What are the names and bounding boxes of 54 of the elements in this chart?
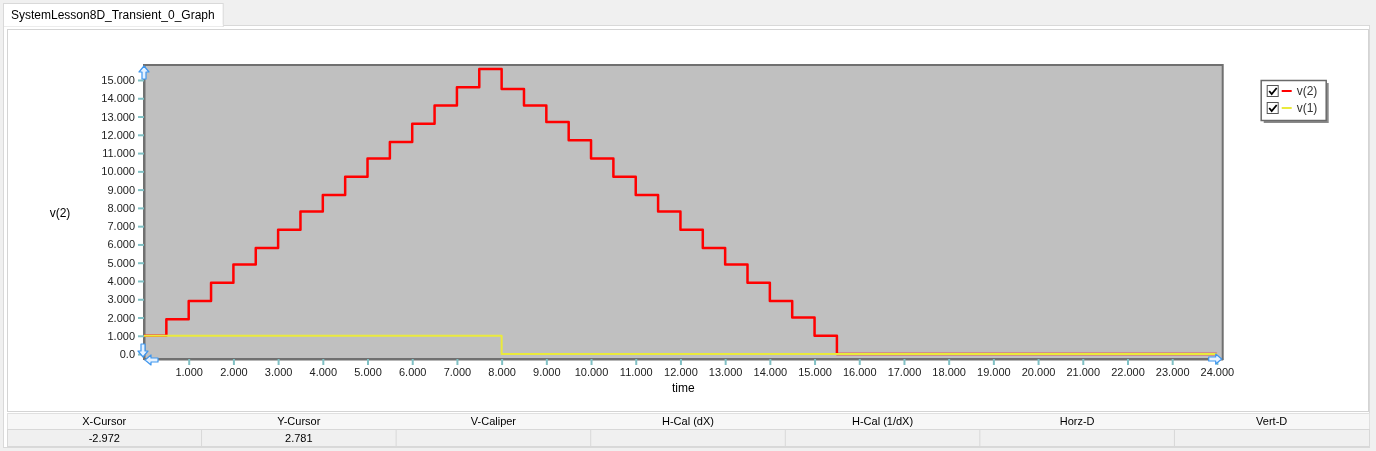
x-tick-label: 12.000	[664, 365, 698, 378]
x-tick-label: 2.000	[220, 365, 248, 378]
x-tick-label: 8.000	[488, 365, 516, 378]
y-tick-label: 5.000	[107, 256, 135, 269]
text: Horz-D	[1059, 415, 1095, 427]
y-tick-label: 6.000	[107, 238, 135, 251]
x-tick-label: 18.000	[932, 365, 966, 378]
x-tick-label: 3.000	[264, 365, 293, 378]
y-tick-label: 2.000	[107, 311, 135, 324]
legend-label: v(1)	[1296, 101, 1318, 115]
text: 2.781	[285, 432, 313, 444]
x-axis-title: time	[672, 381, 696, 395]
y-tick-label: 4.000	[107, 275, 135, 287]
x-tick-label: 11.000	[619, 365, 653, 378]
text: Vert-D	[1256, 415, 1288, 427]
x-tick-label: 9.000	[533, 365, 561, 378]
x-tick-label: 4.000	[309, 365, 338, 378]
x-tick-label: 13.000	[708, 365, 743, 378]
x-tick-label: 16.000	[842, 365, 877, 378]
x-tick-label: 1.000	[175, 365, 203, 378]
text: V-Caliper	[470, 415, 517, 427]
y-tick-label: 3.000	[107, 293, 135, 306]
x-tick-label: 5.000	[354, 365, 382, 378]
legend-label: v(2)	[1296, 84, 1318, 98]
y-tick-label: 11.000	[102, 147, 135, 160]
y-tick-label: 14.000	[101, 92, 135, 105]
text: H-Cal (dX)	[662, 415, 714, 427]
y-tick-label: 12.000	[101, 128, 135, 141]
x-tick-label: 17.000	[887, 365, 922, 378]
x-tick-label: 21.000	[1066, 365, 1101, 378]
chart-title: SystemLesson8D_Transient_0_Graph	[11, 8, 215, 22]
y-tick-label: 8.000	[107, 201, 135, 214]
text: H-Cal (1/dX)	[852, 415, 914, 427]
x-tick-label: 15.000	[798, 365, 832, 378]
y-tick-label: 7.000	[107, 220, 135, 233]
x-tick-label: 10.000	[574, 365, 609, 378]
x-tick-label: 20.000	[1021, 365, 1056, 378]
y-axis-title: v(2)	[49, 206, 71, 220]
y-tick-label: 0.0	[119, 348, 135, 361]
x-tick-label: 6.000	[398, 365, 427, 378]
x-tick-label: 24.000	[1200, 365, 1235, 378]
text: Y-Cursor	[277, 415, 321, 427]
y-tick-label: 1.000	[107, 329, 135, 342]
text: -2.972	[88, 432, 120, 444]
y-tick-label: 10.000	[101, 165, 135, 178]
y-tick-label: 13.000	[101, 110, 135, 123]
x-tick-label: 22.000	[1111, 365, 1145, 378]
x-tick-label: 23.000	[1155, 365, 1190, 378]
x-tick-label: 7.000	[443, 365, 472, 378]
y-tick-label: 9.000	[107, 183, 135, 196]
x-tick-label: 14.000	[753, 365, 788, 378]
y-tick-label: 15.000	[101, 74, 135, 86]
text: X-Cursor	[82, 415, 127, 427]
x-tick-label: 19.000	[977, 365, 1011, 378]
